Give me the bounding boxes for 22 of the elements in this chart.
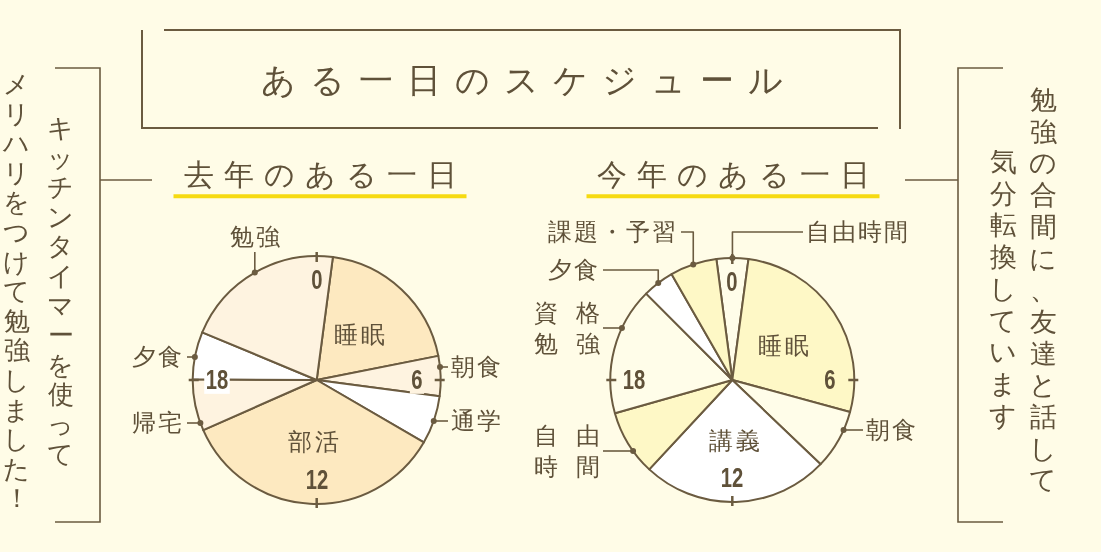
slice-label: 睡眠 [756, 332, 812, 361]
panel-title: 今年のある一日 [586, 158, 880, 198]
title: ある一日のスケジュール [260, 61, 797, 101]
slice-label: 部活 [286, 428, 342, 456]
slice-label: 自由時間 [806, 218, 910, 246]
note: メリハリをつけて勉強しました！ [2, 70, 32, 514]
slice-label: 朝食 [866, 416, 918, 444]
slice-label: 課題・予習 [548, 218, 678, 246]
note: 勉強の合間に、友達と話して [1028, 85, 1058, 498]
slice-label: 帰宅 [132, 409, 184, 437]
note: 気分転換しています [988, 147, 1018, 433]
slice-label: 睡眠 [332, 320, 388, 349]
note: キッチンタイマーを使って [46, 114, 76, 470]
slice-label: 夕食 [132, 343, 184, 371]
slice-label: 勉強 [228, 223, 282, 251]
panel-title: 去年のある一日 [173, 158, 467, 198]
slice-label: 通学 [451, 407, 503, 435]
slice-label: 自由時間 [534, 420, 600, 482]
slice-label: 夕食 [548, 256, 600, 284]
slice-label: 資格勉強 [534, 297, 600, 359]
slice-label: 講義 [707, 427, 763, 455]
slice-label: 朝食 [451, 353, 503, 381]
